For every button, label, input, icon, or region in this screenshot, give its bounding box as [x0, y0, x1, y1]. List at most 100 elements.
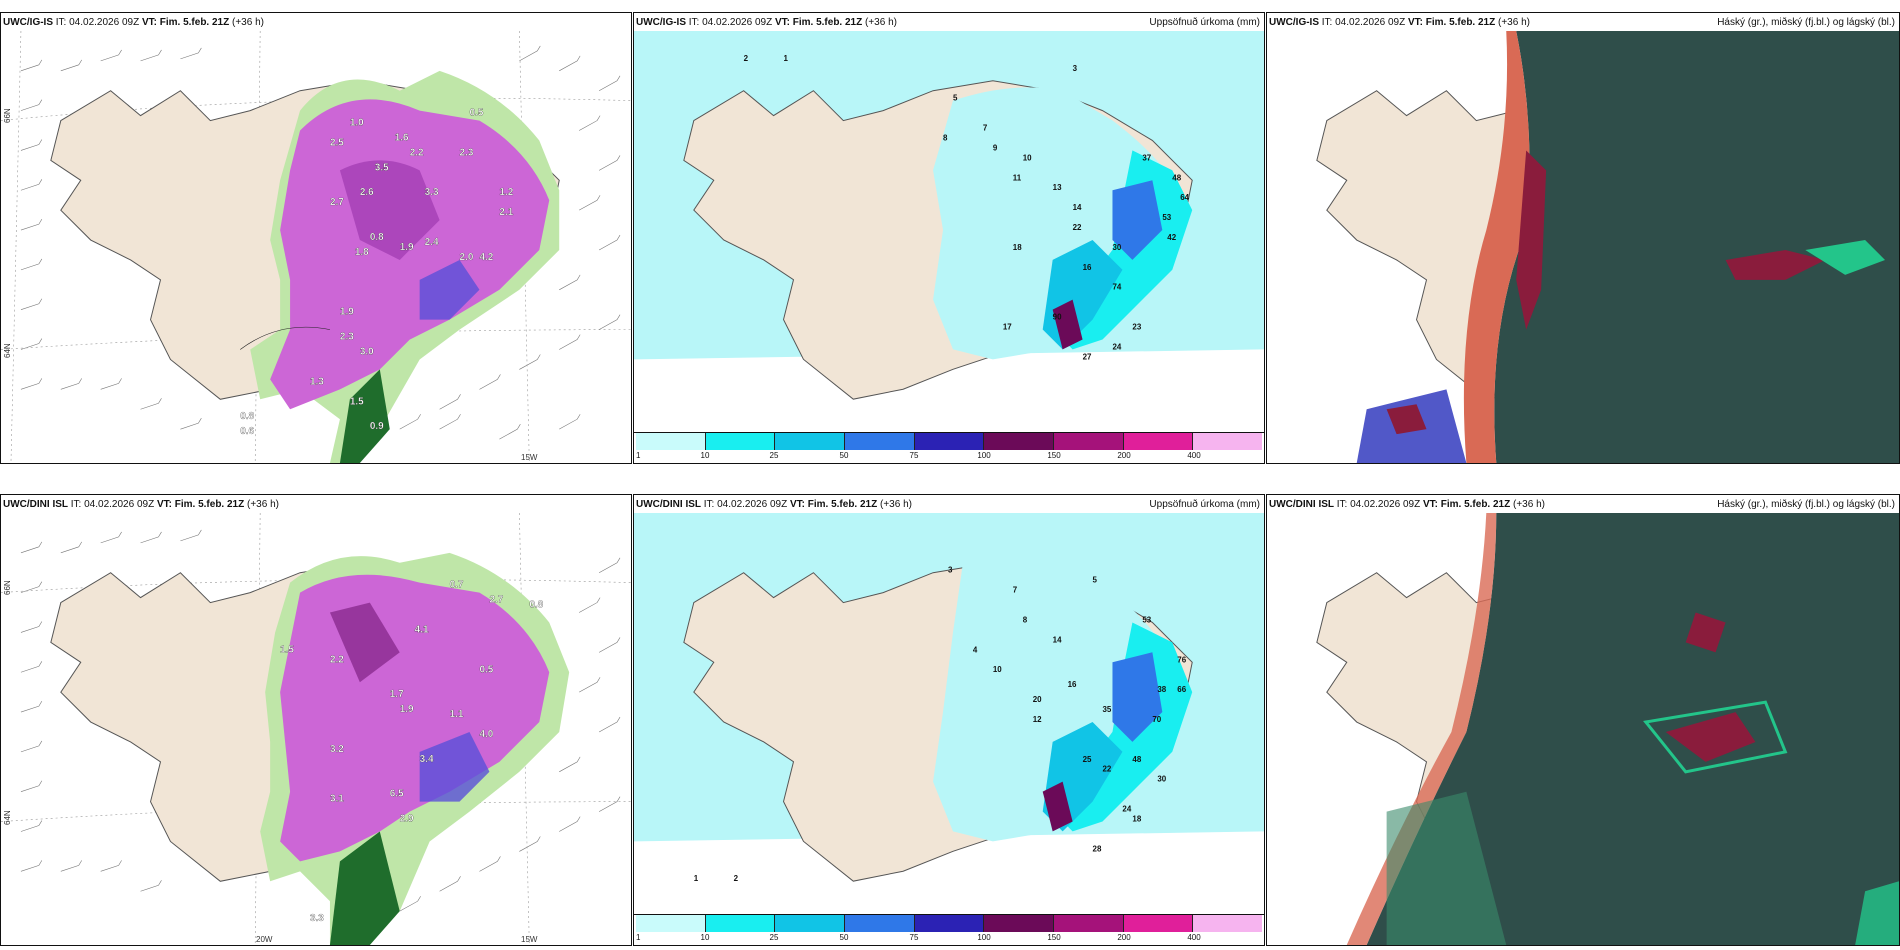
svg-text:1.2: 1.2: [499, 187, 513, 198]
map-svg: [1267, 31, 1899, 463]
map-area[interactable]: 2 1 3 5 7 8 9 10 11 13 14 16 17 18 22 23…: [634, 31, 1264, 433]
svg-text:16: 16: [1068, 680, 1077, 689]
svg-text:48: 48: [1172, 173, 1181, 182]
svg-text:0.8: 0.8: [240, 411, 254, 422]
svg-text:53: 53: [1162, 213, 1171, 222]
svg-text:30: 30: [1112, 243, 1121, 252]
svg-text:48: 48: [1132, 755, 1141, 764]
svg-text:2.1: 2.1: [499, 207, 513, 218]
svg-text:12: 12: [1033, 715, 1042, 724]
svg-text:27: 27: [1083, 352, 1092, 361]
colorbar: 1 10 25 50 75 100 150 200 400: [634, 914, 1264, 945]
svg-text:5: 5: [953, 94, 958, 103]
map-svg: 1.5 0.7 2.7 0.8 4.1 1.7 1.1 3.2 3.1 2.9 …: [1, 513, 631, 945]
svg-text:24: 24: [1112, 342, 1121, 351]
colorbar-cell: [845, 915, 915, 932]
svg-text:2: 2: [734, 874, 739, 883]
svg-text:7: 7: [1013, 586, 1018, 595]
lat-label-64: 64N: [3, 343, 12, 358]
svg-text:74: 74: [1112, 283, 1121, 292]
lat-label-64: 64N: [3, 810, 12, 825]
colorbar-tick: 75: [909, 451, 919, 460]
panel-title: UWC/IG-IS IT: 04.02.2026 09Z VT: Fim. 5.…: [3, 17, 264, 28]
colorbar-tick: 100: [977, 933, 991, 942]
colorbar-tick: 10: [700, 451, 710, 460]
colorbar-cell: [705, 915, 776, 932]
panel-subtitle: Uppsöfnuð úrkoma (mm): [1149, 17, 1260, 28]
svg-text:2.0: 2.0: [460, 252, 474, 263]
colorbar-cell: [914, 433, 985, 450]
svg-text:2.2: 2.2: [410, 147, 424, 158]
svg-text:3.3: 3.3: [310, 913, 324, 924]
svg-text:4.1: 4.1: [415, 624, 429, 635]
colorbar-cells: [636, 433, 1263, 450]
svg-text:3.1: 3.1: [330, 794, 344, 805]
precip-purple: [270, 99, 550, 410]
svg-text:24: 24: [1122, 805, 1131, 814]
svg-text:3.3: 3.3: [425, 187, 439, 198]
svg-text:7: 7: [983, 124, 988, 133]
colorbar-cell: [636, 433, 706, 450]
map-area[interactable]: [1267, 513, 1899, 945]
svg-text:3: 3: [948, 566, 953, 575]
colorbar-tick: 400: [1187, 933, 1201, 942]
colorbar-tick: 25: [769, 451, 779, 460]
precip-labels: 2.5 1.0 1.6 2.3 0.5 3.5 2.2 1.9 2.0 3.3 …: [240, 107, 514, 437]
svg-text:3.4: 3.4: [420, 754, 434, 765]
svg-text:5: 5: [1093, 576, 1098, 585]
panel-title: UWC/DINI ISL IT: 04.02.2026 09Z VT: Fim.…: [1269, 499, 1545, 510]
colorbar-tick: 100: [977, 451, 991, 460]
svg-text:64: 64: [1180, 193, 1189, 202]
colorbar-tick: 10: [700, 933, 710, 942]
svg-text:38: 38: [1157, 685, 1166, 694]
svg-text:0.6: 0.6: [240, 426, 254, 437]
map-area[interactable]: [1267, 31, 1899, 463]
colorbar-cell: [845, 433, 915, 450]
svg-text:2: 2: [744, 54, 749, 63]
colorbar-cell: [1123, 915, 1194, 932]
svg-text:42: 42: [1167, 233, 1176, 242]
wind-barbs: [20, 529, 621, 912]
map-svg: 2.5 1.0 1.6 2.3 0.5 3.5 2.2 1.9 2.0 3.3 …: [1, 31, 631, 463]
svg-text:2.3: 2.3: [460, 147, 474, 158]
panel-subtitle: Uppsöfnuð úrkoma (mm): [1149, 499, 1260, 510]
panel-title: UWC/IG-IS IT: 04.02.2026 09Z VT: Fim. 5.…: [636, 17, 897, 28]
svg-text:70: 70: [1152, 715, 1161, 724]
svg-text:8: 8: [1023, 615, 1028, 624]
colorbar-tick: 25: [769, 933, 779, 942]
svg-text:0.5: 0.5: [470, 108, 484, 119]
panel-ig-is-accum: UWC/IG-IS IT: 04.02.2026 09Z VT: Fim. 5.…: [633, 12, 1265, 464]
panel-title: UWC/IG-IS IT: 04.02.2026 09Z VT: Fim. 5.…: [1269, 17, 1530, 28]
panel-subtitle: Háský (gr.), miðský (fj.bl.) og lágský (…: [1717, 499, 1895, 510]
svg-text:18: 18: [1132, 814, 1141, 823]
precip-dark-green: [329, 831, 400, 945]
svg-text:25: 25: [1083, 755, 1092, 764]
svg-text:3.5: 3.5: [375, 162, 389, 173]
map-svg: 2 1 3 5 7 8 9 10 11 13 14 16 17 18 22 23…: [634, 31, 1264, 433]
colorbar-cell: [1123, 433, 1194, 450]
colorbar-cell: [705, 433, 776, 450]
panel-dini-precip-wind: UWC/DINI ISL IT: 04.02.2026 09Z VT: Fim.…: [0, 494, 632, 946]
colorbar-cell: [636, 915, 706, 932]
colorbar-tick: 150: [1047, 933, 1061, 942]
panel-title: UWC/DINI ISL IT: 04.02.2026 09Z VT: Fim.…: [3, 499, 279, 510]
map-area[interactable]: 1.5 0.7 2.7 0.8 4.1 1.7 1.1 3.2 3.1 2.9 …: [1, 513, 631, 945]
svg-text:14: 14: [1073, 203, 1082, 212]
panel-subtitle: Háský (gr.), miðský (fj.bl.) og lágský (…: [1717, 17, 1895, 28]
map-area[interactable]: 2.5 1.0 1.6 2.3 0.5 3.5 2.2 1.9 2.0 3.3 …: [1, 31, 631, 463]
svg-text:2.9: 2.9: [400, 814, 414, 825]
colorbar-tick: 400: [1187, 451, 1201, 460]
panel-ig-is-precip-wind: UWC/IG-IS IT: 04.02.2026 09Z VT: Fim. 5.…: [0, 12, 632, 464]
mid-cloud-layer: [1366, 513, 1899, 945]
svg-text:3.2: 3.2: [330, 744, 344, 755]
precip-labels: 1 2 3 4 5 7 8 10 12 14 16 18 20 22 24 25…: [694, 566, 1187, 883]
map-area[interactable]: 1 2 3 4 5 7 8 10 12 14 16 18 20 22 24 25…: [634, 513, 1264, 915]
colorbar-tick: 200: [1117, 451, 1131, 460]
precip-dark-green: [339, 369, 390, 463]
svg-text:1: 1: [784, 54, 789, 63]
svg-text:14: 14: [1053, 635, 1062, 644]
svg-text:11: 11: [1013, 173, 1022, 182]
svg-text:2.5: 2.5: [330, 137, 344, 148]
svg-text:8: 8: [943, 133, 948, 142]
lon-label-20: 20W: [256, 935, 273, 944]
